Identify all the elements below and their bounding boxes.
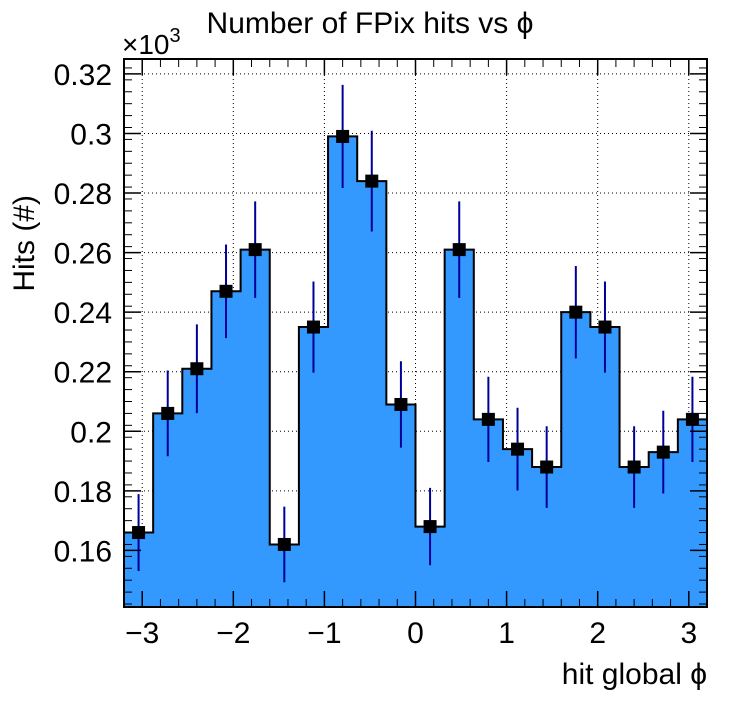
data-point-17 <box>627 460 641 474</box>
y-tick-label-6: 0.28 <box>54 178 112 211</box>
histogram-step-line <box>123 135 708 607</box>
data-point-5 <box>277 537 291 551</box>
chart-title: Number of FPix hits vs ϕ <box>207 7 534 40</box>
data-point-0 <box>132 526 146 540</box>
data-point-12 <box>481 412 495 426</box>
x-tick-label-0: −3 <box>125 617 159 650</box>
data-point-6 <box>306 320 320 334</box>
data-point-3 <box>219 284 233 298</box>
data-point-16 <box>598 320 612 334</box>
histogram-bar-16 <box>590 327 621 607</box>
x-tick-label-3: 0 <box>407 617 424 650</box>
axis-ticks <box>123 59 708 607</box>
histogram-bar-3 <box>211 291 242 607</box>
y-tick-label-2: 0.2 <box>70 416 112 449</box>
data-point-9 <box>394 397 408 411</box>
data-point-1 <box>161 406 175 420</box>
histogram-bar-7 <box>328 136 358 607</box>
data-point-4 <box>248 243 262 257</box>
data-point-2 <box>190 362 204 376</box>
data-point-15 <box>569 305 583 319</box>
y-tick-label-7: 0.3 <box>70 118 112 151</box>
y-tick-label-8: 0.32 <box>54 59 112 92</box>
y-tick-label-3: 0.22 <box>54 357 112 390</box>
data-point-13 <box>511 442 525 456</box>
histogram-bar-15 <box>561 312 591 607</box>
data-point-14 <box>540 460 554 474</box>
y-axis-label: Hits (#) <box>8 195 41 292</box>
y-tick-label-4: 0.24 <box>54 297 112 330</box>
y-axis-multiplier: ×103 <box>122 25 181 60</box>
histogram-bar-4 <box>240 249 271 607</box>
x-tick-label-2: −1 <box>307 617 341 650</box>
data-point-7 <box>336 129 350 143</box>
y-tick-label-0: 0.16 <box>54 535 112 568</box>
data-points <box>132 129 699 551</box>
histogram-bars <box>124 136 708 607</box>
y-tick-labels: 0.16 0.18 0.2 0.22 0.24 0.26 0.28 0.3 0.32 <box>54 59 112 569</box>
y-tick-label-1: 0.18 <box>54 476 112 509</box>
data-point-8 <box>365 174 379 188</box>
data-point-19 <box>685 412 699 426</box>
x-tick-label-1: −2 <box>216 617 250 650</box>
x-tick-label-6: 3 <box>680 617 697 650</box>
histogram-bar-11 <box>444 249 475 607</box>
y-axis-multiplier-exponent: 3 <box>170 25 181 47</box>
histogram-bar-8 <box>357 181 387 607</box>
x-tick-label-5: 2 <box>589 617 606 650</box>
histogram-bar-6 <box>298 327 329 607</box>
x-tick-label-4: 1 <box>498 617 515 650</box>
data-point-11 <box>452 243 466 257</box>
y-tick-label-5: 0.26 <box>54 238 112 271</box>
x-tick-labels: −3 −2 −1 0 1 2 3 <box>125 617 697 650</box>
x-axis-label: hit global ϕ <box>562 658 707 691</box>
data-point-10 <box>423 520 437 534</box>
histogram-outline <box>123 135 708 607</box>
data-point-18 <box>656 445 670 459</box>
y-axis-multiplier-base: ×10 <box>122 29 170 60</box>
